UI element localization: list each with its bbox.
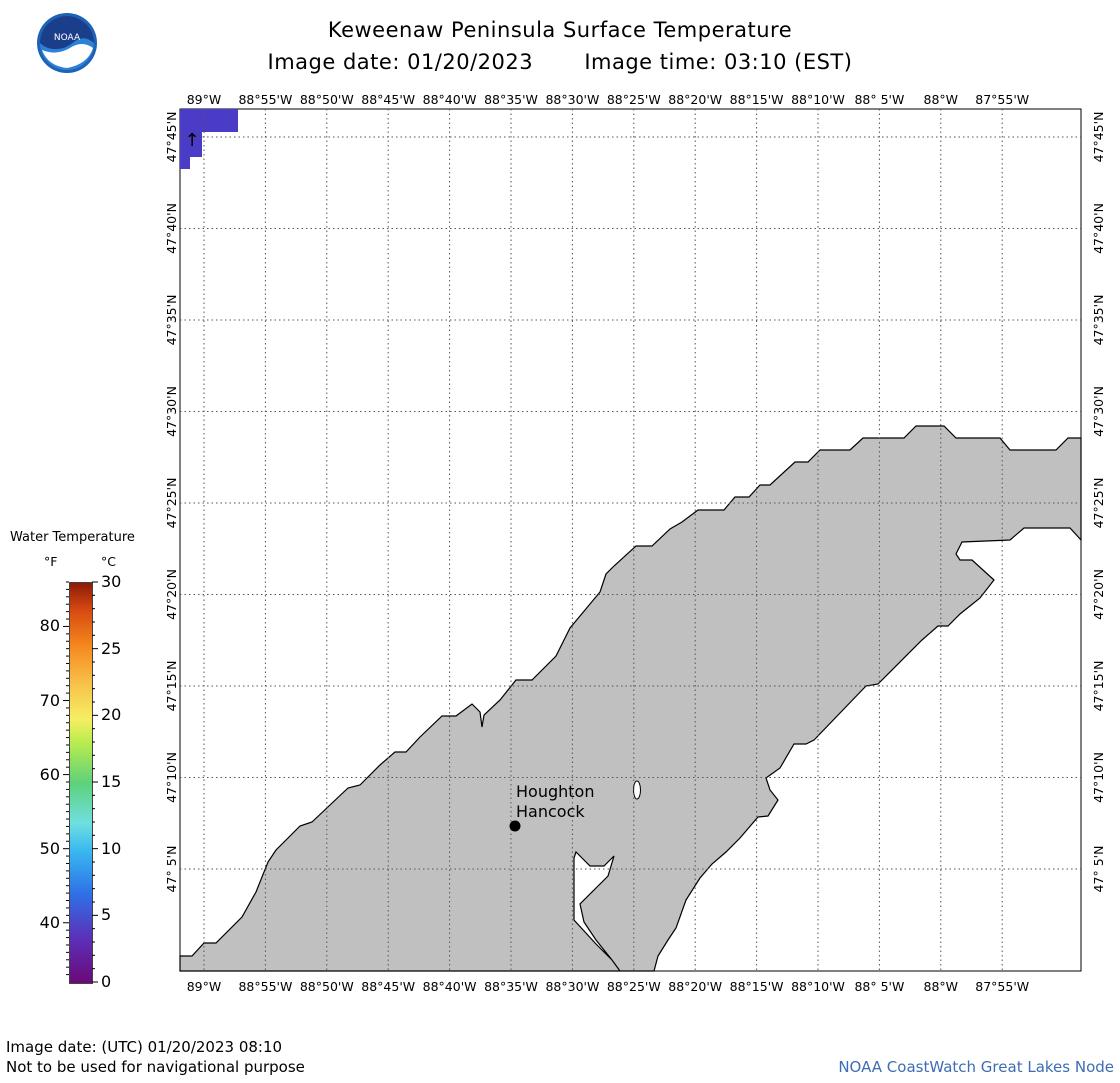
keweenaw-land xyxy=(179,425,1082,972)
credit-text: NOAA CoastWatch Great Lakes Node xyxy=(838,1058,1114,1076)
lon-label-top: 88°35'W xyxy=(484,92,538,107)
lon-label-top: 88°55'W xyxy=(238,92,292,107)
lon-label-top: 87°55'W xyxy=(975,92,1029,107)
lon-label-bottom: 88°15'W xyxy=(730,979,784,994)
legend-unit-celsius: °C xyxy=(101,554,116,569)
logo-text: NOAA xyxy=(54,33,81,43)
lon-label-top: 88°40'W xyxy=(423,92,477,107)
city-marker xyxy=(509,820,521,832)
lat-label-left: 47°15'N xyxy=(164,661,179,712)
lon-label-top: 88°30'W xyxy=(545,92,599,107)
lon-label-bottom: 87°55'W xyxy=(975,979,1029,994)
lat-label-right: 47°45'N xyxy=(1091,112,1106,163)
lon-label-bottom: 88°10'W xyxy=(791,979,845,994)
legend-title: Water Temperature xyxy=(10,530,135,545)
colorbar-fahrenheit-label: 50 xyxy=(39,838,60,858)
map-title: Keweenaw Peninsula Surface Temperature xyxy=(327,18,793,42)
lat-label-left: 47°20'N xyxy=(164,569,179,620)
lon-label-top: 88° 5'W xyxy=(854,92,904,107)
lon-label-top: 88°10'W xyxy=(791,92,845,107)
lon-label-bottom: 88°45'W xyxy=(361,979,415,994)
lat-label-right: 47°25'N xyxy=(1091,478,1106,529)
tick-labels: 89°W 89°W 88°55'W 88°55'W 88°50'W 88°50'W 88°4… xyxy=(164,92,1106,994)
city-label-hancock: Hancock xyxy=(516,802,585,821)
colorbar-celsius-label: 30 xyxy=(101,572,122,591)
image-time: Image time: 03:10 (EST) xyxy=(584,50,853,74)
image-date: Image date: 01/20/2023 xyxy=(267,50,534,74)
lon-label-top: 88°W xyxy=(924,92,959,107)
colorbar-celsius-label: 10 xyxy=(101,838,122,858)
lon-label-bottom: 88°40'W xyxy=(423,979,477,994)
lat-label-right: 47° 5'N xyxy=(1091,846,1106,893)
lat-label-right: 47°40'N xyxy=(1091,203,1106,254)
temperature-colorbar xyxy=(69,582,93,984)
utc-image-date: Image date: (UTC) 01/20/2023 08:10 xyxy=(6,1038,283,1056)
colorbar-fahrenheit-label: 80 xyxy=(39,616,60,636)
lon-label-top: 88°25'W xyxy=(607,92,661,107)
lat-label-right: 47°30'N xyxy=(1091,386,1106,437)
lon-label-bottom: 88°55'W xyxy=(238,979,292,994)
water-temperature-pixels xyxy=(180,109,238,169)
lon-label-top: 88°20'W xyxy=(668,92,722,107)
north-arrow-icon: ↑ xyxy=(184,130,199,151)
noaa-logo-icon: NOAA xyxy=(36,12,98,74)
lat-label-right: 47°20'N xyxy=(1091,569,1106,620)
colorbar-celsius-label: 15 xyxy=(101,772,122,791)
lat-label-left: 47°40'N xyxy=(164,203,179,254)
canal-island xyxy=(633,780,641,800)
colorbar-celsius-label: 5 xyxy=(101,905,112,925)
legend-unit-fahrenheit: °F xyxy=(44,554,58,569)
lon-label-bottom: 88°30'W xyxy=(545,979,599,994)
colorbar-fahrenheit-label: 40 xyxy=(39,912,60,932)
city-label-houghton: Houghton xyxy=(516,782,594,801)
colorbar-celsius-label: 0 xyxy=(101,972,112,991)
colorbar-ticks xyxy=(63,581,98,983)
lon-label-top: 88°15'W xyxy=(730,92,784,107)
lon-label-bottom: 88°W xyxy=(924,979,959,994)
map-panel: 89°W 89°W 88°55'W 88°55'W 88°50'W 88°50'W 88°4… xyxy=(164,92,1106,994)
graticule xyxy=(180,109,1081,971)
colorbar-celsius-label: 20 xyxy=(101,705,122,725)
lon-label-bottom: 88°25'W xyxy=(607,979,661,994)
lon-label-bottom: 88° 5'W xyxy=(854,979,904,994)
lat-label-left: 47° 5'N xyxy=(164,846,179,893)
image-timestamp: Image date: 01/20/2023 Image time: 03:10… xyxy=(0,50,1120,74)
lat-label-left: 47°10'N xyxy=(164,752,179,803)
colorbar-fahrenheit-label: 60 xyxy=(39,764,60,784)
lon-label-bottom: 88°35'W xyxy=(484,979,538,994)
colorbar-fahrenheit-label: 70 xyxy=(39,690,60,710)
lat-label-right: 47°10'N xyxy=(1091,752,1106,803)
lon-label-bottom: 89°W xyxy=(187,979,222,994)
lat-label-left: 47°45'N xyxy=(164,112,179,163)
lon-label-bottom: 88°20'W xyxy=(668,979,722,994)
lon-label-top: 88°45'W xyxy=(361,92,415,107)
navigation-disclaimer: Not to be used for navigational purpose xyxy=(6,1058,305,1076)
lat-label-left: 47°30'N xyxy=(164,386,179,437)
lat-label-right: 47°35'N xyxy=(1091,295,1106,346)
lat-label-left: 47°35'N xyxy=(164,295,179,346)
lon-label-top: 88°50'W xyxy=(300,92,354,107)
lon-label-bottom: 88°50'W xyxy=(300,979,354,994)
lat-label-right: 47°15'N xyxy=(1091,661,1106,712)
lon-label-top: 89°W xyxy=(187,92,222,107)
colorbar-celsius-label: 25 xyxy=(101,638,122,658)
lat-label-left: 47°25'N xyxy=(164,478,179,529)
